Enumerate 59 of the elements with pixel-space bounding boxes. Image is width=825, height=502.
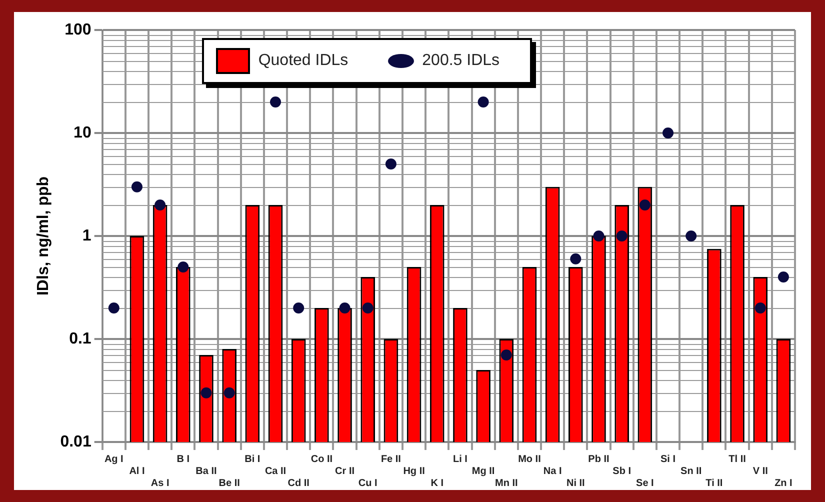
point <box>339 302 350 314</box>
x-tick-label: Si I <box>660 454 676 465</box>
point <box>639 199 650 210</box>
x-tick-label: Al I <box>129 466 145 477</box>
x-tick-label: V II <box>752 466 768 477</box>
point <box>686 230 697 242</box>
point <box>131 181 142 192</box>
x-tick-label: Ag I <box>104 454 124 465</box>
point <box>362 302 374 314</box>
point <box>778 271 789 282</box>
x-tick-label: Tl II <box>728 454 746 465</box>
x-tick-label: Pb II <box>588 454 610 465</box>
x-tick-label: Fe II <box>380 454 402 465</box>
x-tick-label: Na I <box>543 466 562 477</box>
point <box>478 96 489 108</box>
x-tick-label: Ba II <box>196 466 218 477</box>
point <box>385 158 396 170</box>
x-tick-label: As I <box>150 478 170 489</box>
x-tick-label: Li I <box>452 454 468 465</box>
x-tick-label: Ti II <box>706 478 723 489</box>
x-tick-label: Mo II <box>518 454 542 465</box>
point <box>293 302 304 314</box>
point <box>662 128 674 138</box>
point <box>593 230 604 242</box>
y-tick-label: 0.01 <box>60 433 92 450</box>
x-tick-label: Cd II <box>288 478 310 489</box>
x-tick-label: Ni II <box>566 478 586 489</box>
point <box>500 349 512 360</box>
x-tick-label: Sb I <box>612 466 632 477</box>
x-tick-label: Cr II <box>335 466 355 477</box>
point <box>754 302 766 314</box>
legend-label: 200.5 IDLs <box>422 52 500 70</box>
x-tick-label: B I <box>176 454 190 465</box>
point <box>616 230 628 242</box>
x-tick-label: Ca II <box>264 466 286 477</box>
y-tick-label: 0.1 <box>69 330 92 348</box>
x-tick-label: Co II <box>310 454 333 465</box>
x-tick-label: Sn II <box>680 466 702 477</box>
point <box>154 199 166 210</box>
y-tick-label: 100 <box>64 21 92 38</box>
x-tick-label: Be II <box>218 478 240 489</box>
y-tick-label: 1 <box>82 227 92 244</box>
point <box>108 302 120 314</box>
x-tick-label: Cu I <box>358 478 378 489</box>
x-tick-label: Zn I <box>774 478 793 489</box>
point <box>270 96 282 108</box>
x-tick-label: K I <box>430 478 444 489</box>
x-tick-label: Mn II <box>495 478 518 489</box>
point <box>224 387 235 398</box>
y-axis-title: IDls, ng/ml, ppb <box>35 176 52 296</box>
point <box>200 387 212 398</box>
x-tick-label: Hg II <box>403 466 426 477</box>
x-tick-label: Bi I <box>244 454 260 465</box>
point <box>570 253 582 264</box>
x-tick-label: Se I <box>636 478 654 489</box>
x-tick-label: Mg II <box>472 466 495 477</box>
legend-label: Quoted IDLs <box>258 52 348 70</box>
y-tick-label: 10 <box>74 124 92 142</box>
point <box>178 262 189 273</box>
